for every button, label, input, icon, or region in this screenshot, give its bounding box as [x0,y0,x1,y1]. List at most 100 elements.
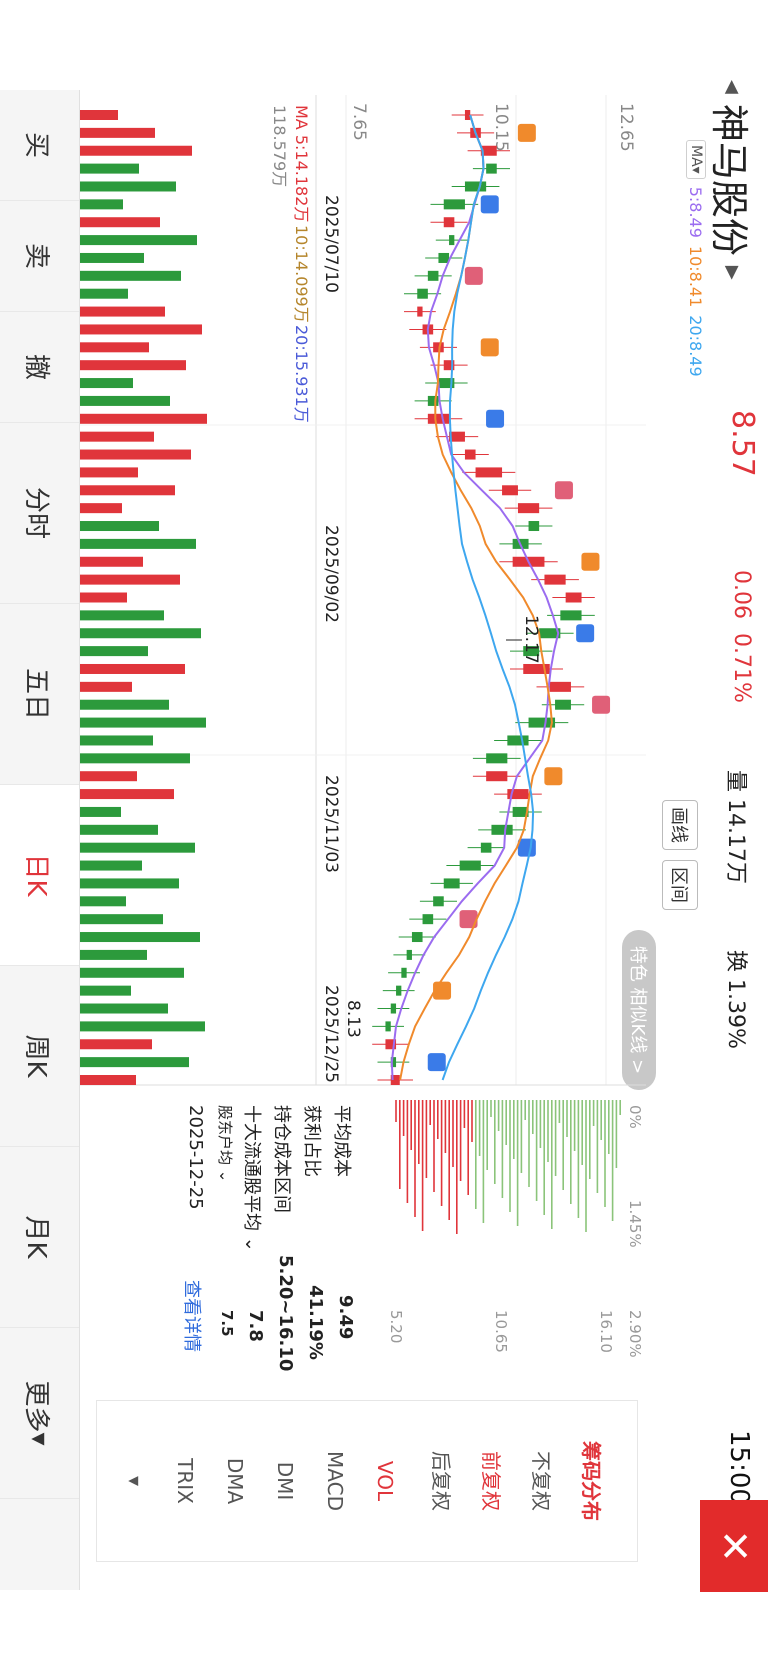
nav-weekly-k[interactable]: 周K [0,966,79,1147]
volume-bar [78,538,196,549]
trade-marker[interactable] [576,624,595,643]
backward-adjust-option[interactable]: 后复权 [429,1451,453,1511]
volume-bar [78,1003,168,1014]
holder-avg-row[interactable]: 股东户均 ⌄ 7.5 [216,1105,236,1337]
volume-bar [78,360,186,371]
price-tick: 16.10 [597,1310,615,1353]
chip-bar [471,1100,473,1142]
no-adjust-option[interactable]: 不复权 [529,1451,553,1511]
vol-ma5-label: MA 5:14.182万 [292,105,311,222]
nav-monthly-k[interactable]: 月K [0,1147,79,1328]
chip-bar [577,1100,580,1218]
chip-bar [440,1100,443,1206]
candle-body [427,413,450,424]
nav-intraday[interactable]: 分时 [0,423,79,604]
chip-bar [550,1100,553,1229]
volume-bar [78,413,207,424]
chip-distribution-title[interactable]: 筹码分布 [579,1441,603,1521]
chip-bar [425,1100,428,1178]
kline-chart[interactable]: 12.65 10.15 7.65 12.17 8.13 2025/07/10 2… [76,95,646,1095]
trade-marker[interactable] [480,338,499,357]
candle-body [449,235,455,246]
volume-bar [78,1057,189,1068]
close-icon[interactable]: ✕ [700,1500,768,1592]
candle-body [443,217,455,228]
candle-body [544,574,566,585]
volume-bar [78,1039,152,1050]
top10-row[interactable]: 十大流通股平均 ⌄ 7.8 [241,1105,266,1342]
indicator-dma[interactable]: DMA [223,1457,247,1505]
forward-adjust-option[interactable]: 前复权 [479,1451,503,1511]
volume-bar [78,806,121,817]
draw-line-button[interactable]: 画线 [662,800,698,850]
chip-bar [497,1100,500,1131]
pct-tick: 0% [626,1105,644,1129]
pct-tick: 2.90% [626,1310,644,1358]
chip-bar [478,1100,481,1156]
chip-bar [467,1100,469,1195]
nav-more[interactable]: 更多 ▾ [0,1328,79,1499]
chip-bar [528,1100,530,1187]
chip-bar [524,1100,526,1120]
indicator-macd[interactable]: MACD [323,1451,347,1511]
volume-bar [78,1021,205,1032]
candle-body [438,252,450,263]
volume-bar [78,949,147,960]
trade-marker[interactable] [517,123,536,142]
trade-marker[interactable] [581,552,600,571]
nav-cancel[interactable]: 撤 [0,312,79,423]
ma20-line [441,114,535,1081]
candle-body [422,914,434,925]
candle-body [464,449,476,460]
chip-bar [410,1100,412,1150]
chip-bar [539,1100,542,1148]
chip-bar [501,1100,504,1198]
chip-bar [399,1100,401,1189]
next-stock-icon[interactable]: ▶ [722,265,743,280]
trade-marker[interactable] [544,767,563,786]
candle-body [565,592,582,603]
candle-body [523,646,540,657]
trade-marker[interactable] [486,409,505,428]
indicator-trix[interactable]: TRIX [173,1458,197,1504]
trade-marker[interactable] [464,266,483,285]
trade-marker[interactable] [592,695,611,714]
volume-bar [78,985,131,996]
candle-body [427,395,439,406]
nav-daily-k[interactable]: 日K [0,785,79,966]
indicator-dmi[interactable]: DMI [273,1461,297,1501]
trade-marker[interactable] [427,1053,446,1072]
trade-marker[interactable] [517,838,536,857]
stock-title[interactable]: ◀ 神马股份 ▶ [705,80,760,280]
chip-bar [531,1100,534,1134]
volume-bar [78,753,190,764]
view-detail-link[interactable]: 查看详情 [181,1280,202,1352]
indicator-vol[interactable]: VOL [373,1460,397,1502]
expand-icon[interactable]: ▾ [123,1475,147,1487]
chip-bar [482,1100,485,1223]
volume-bar [78,235,197,246]
volume-bar [78,199,123,210]
prev-stock-icon[interactable]: ◀ [722,80,743,94]
trade-marker[interactable] [480,195,499,214]
nav-buy[interactable]: 买 [0,90,79,201]
volume-bar [78,699,169,710]
nav-five-day[interactable]: 五日 [0,604,79,785]
nav-sell[interactable]: 卖 [0,201,79,312]
chip-bar [459,1100,462,1181]
volume-bar [78,395,170,406]
ma-selector-button[interactable]: MA▾ [686,140,706,179]
trade-marker[interactable] [459,910,478,929]
trade-marker[interactable] [554,481,573,500]
date-label: 2025/12/25 [321,985,341,1083]
volume-bar [78,592,127,603]
volume-bar [78,860,142,871]
stock-name: 神马股份 [707,103,751,256]
y-tick-low: 7.65 [349,103,369,141]
chip-bar [406,1100,409,1203]
volume-bar [78,663,185,674]
candle-body [480,842,492,853]
candle-body [443,878,460,889]
chip-bar [543,1100,545,1215]
range-button[interactable]: 区间 [662,860,698,910]
